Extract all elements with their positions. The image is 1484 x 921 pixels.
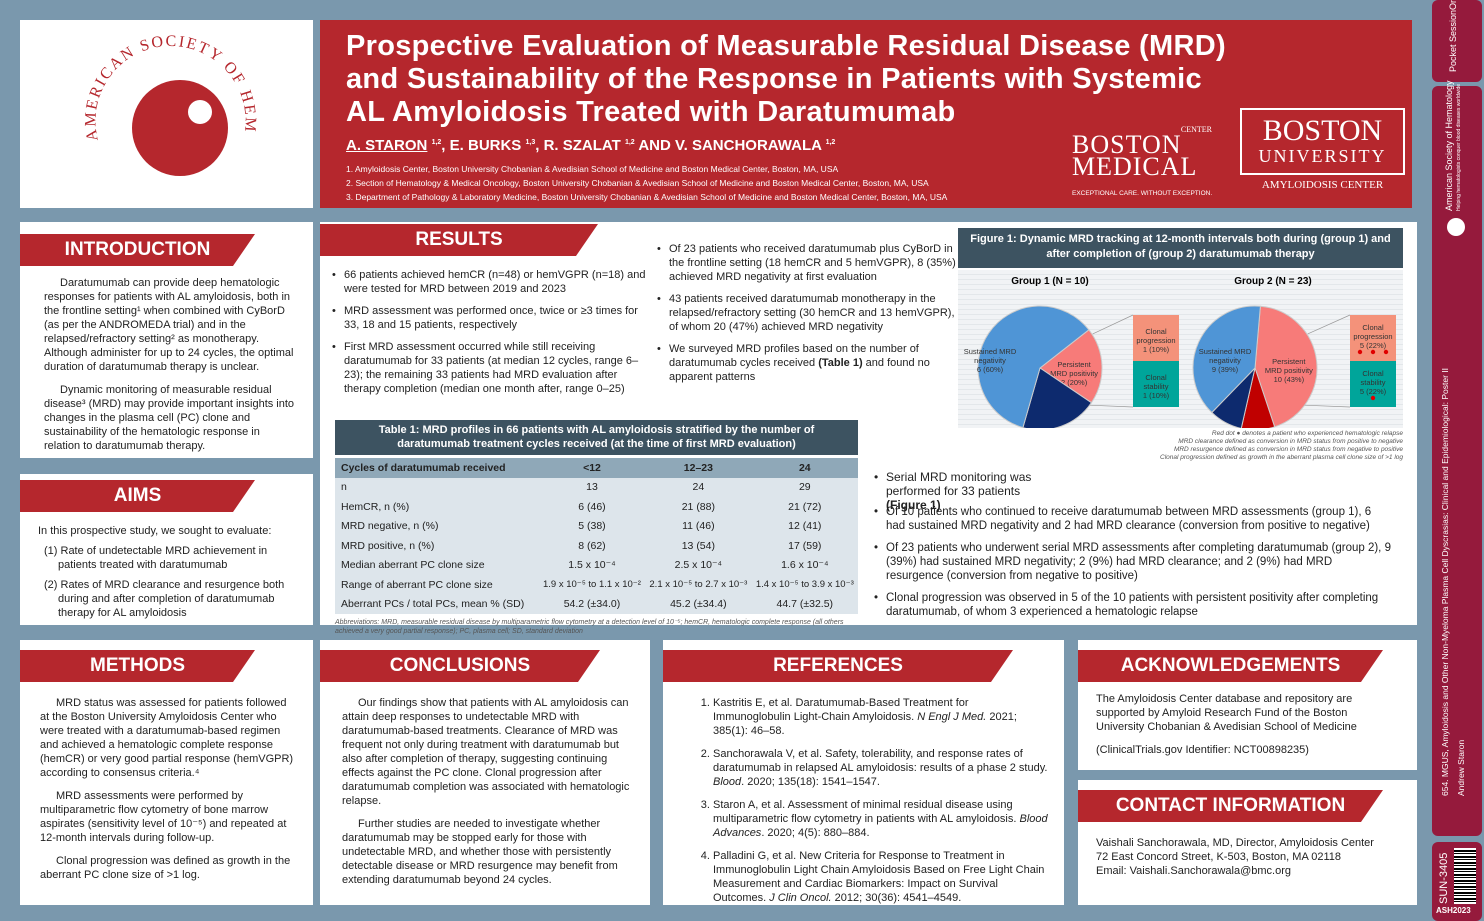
- breakdown-label-clonal-stability: Clonal stability 1 (10%): [1143, 373, 1170, 400]
- results-col2: Of 23 patients who received daratumumab …: [655, 242, 960, 392]
- authors: A. STARON 1,2, E. BURKS 1,3, R. SZALAT 1…: [346, 137, 836, 154]
- ash-logo-panel: AMERICAN SOCIETY OF HEMATOLOGY: [13, 7, 313, 208]
- contact-email[interactable]: Email: Vaishali.Sanchorawala@bmc.org: [1096, 865, 1291, 877]
- pie-label-persistent-mrd-positivity: Persistent MRD positivity 10 (43%): [1265, 357, 1313, 384]
- methods-section: METHODS MRD status was assessed for pati…: [20, 640, 313, 905]
- conclusions-section: CONCLUSIONS Our findings show that patie…: [320, 640, 650, 905]
- mrd-profile-table: Cycles of daratumumab received <12 12–23 24…: [335, 458, 858, 614]
- affiliation: 3. Department of Pathology & Laboratory …: [346, 192, 948, 202]
- relapse-dot: [1357, 349, 1363, 355]
- mrd-pie-charts: Group 1 (N = 10) Persistent MRD positivity…: [958, 270, 1403, 428]
- connector-line: [1307, 314, 1351, 335]
- pie-slice-sustained-mrd-negativity: [1192, 305, 1261, 414]
- methods-heading: METHODS: [20, 650, 255, 682]
- table-row: MRD positive, n (%) 8 (62) 13 (54) 17 (59): [335, 536, 858, 556]
- pie-label-sustained-mrd-negativity: Sustained MRD negativity 9 (39%): [1199, 347, 1252, 374]
- table-row: Range of aberrant PC clone size 1.9 x 10⁻…: [335, 575, 858, 595]
- breakdown-bar-clonal-progression: [1133, 315, 1179, 361]
- table-row: MRD negative, n (%) 5 (38) 11 (46) 12 (41): [335, 516, 858, 536]
- references-heading: REFERENCES: [663, 650, 1013, 682]
- breakdown-label-clonal-progression: Clonal progression 5 (22%): [1353, 323, 1392, 350]
- connector-line: [1089, 404, 1134, 408]
- meeting-label: ASH2023: [1436, 906, 1471, 915]
- session-title: 654. MGUS, Amyloidosis and Other Non-Mye…: [1440, 367, 1450, 796]
- aims-heading: AIMS: [20, 480, 255, 512]
- breakdown-bar-clonal-stability: [1133, 361, 1179, 407]
- table-row: HemCR, n (%) 6 (46) 21 (88) 21 (72): [335, 497, 858, 517]
- contact-section: CONTACT INFORMATION Vaishali Sanchorawal…: [1078, 780, 1417, 905]
- connector-line: [1092, 314, 1134, 335]
- relapse-dot: [1370, 349, 1376, 355]
- pocket-session-online[interactable]: Pocket SessionOnline: [1432, 0, 1482, 82]
- table-1: Table 1: MRD profiles in 66 patients wit…: [335, 420, 858, 636]
- results-bullets: Of 10 patients who continued to receive …: [872, 505, 1392, 627]
- barcode-icon: [1454, 848, 1476, 904]
- ash-logo: AMERICAN SOCIETY OF HEMATOLOGY: [13, 7, 257, 176]
- relapse-dot: [1383, 349, 1389, 355]
- results-heading: RESULTS: [320, 224, 598, 256]
- ash-icon: [1447, 218, 1465, 236]
- table-row: Median aberrant PC clone size 1.5 x 10⁻⁴ 2…: [335, 555, 858, 575]
- acknowledgements-section: ACKNOWLEDGEMENTS The Amyloidosis Center …: [1078, 640, 1417, 770]
- poster-title: Prospective Evaluation of Measurable Res…: [346, 30, 1226, 128]
- references-section: REFERENCES Kastritis E, et al. Daratumum…: [663, 640, 1064, 905]
- pie-title: Group 1 (N = 10): [1011, 276, 1089, 287]
- pie-slice-mrd-clearance: [1022, 367, 1093, 428]
- pie-slice-persistent-mrd-positivity: [1039, 329, 1103, 404]
- results-col1: 66 patients achieved hemCR (n=48) or hem…: [330, 268, 650, 404]
- relapse-dot: [1370, 395, 1376, 401]
- affiliation: 1. Amyloidosis Center, Boston University…: [346, 164, 839, 174]
- pie-title: Group 2 (N = 23): [1234, 276, 1312, 287]
- figure-notes: Red dot ● denotes a patient who experien…: [1160, 430, 1403, 461]
- table-footnote: Abbreviations: MRD, measurable residual …: [335, 619, 844, 635]
- breakdown-label-clonal-stability: Clonal stability 5 (22%): [1360, 369, 1387, 396]
- poster-id: SUN-3405: [1438, 852, 1450, 904]
- introduction-section: INTRODUCTION Daratumumab can provide dee…: [20, 222, 313, 458]
- affiliation: 2. Section of Hematology & Medical Oncol…: [346, 178, 929, 188]
- results-section: RESULTS 66 patients achieved hemCR (n=48…: [320, 222, 1417, 635]
- bu-logo: BOSTON UNIVERSITY AMYLOIDOSIS CENTER: [1240, 108, 1405, 191]
- table-row: Aberrant PCs / total PCs, mean % (SD) 54.…: [335, 594, 858, 614]
- table-title: Table 1: MRD profiles in 66 patients wit…: [335, 420, 858, 455]
- title-banner: Prospective Evaluation of Measurable Res…: [320, 20, 1412, 208]
- contact-heading: CONTACT INFORMATION: [1078, 790, 1383, 822]
- pie-slice-sustained-mrd-negativity: [977, 305, 1090, 428]
- society-name: American Society of Hematology: [1444, 80, 1454, 211]
- pie-label-sustained-mrd-negativity: Sustained MRD negativity 6 (60%): [964, 347, 1017, 374]
- pie-slice-mrd-resurgence: [1240, 366, 1276, 428]
- pie-label-persistent-mrd-positivity: Persistent MRD positivity 2 (20%): [1050, 360, 1098, 387]
- session-strip: Pocket SessionOnline American Society of…: [1432, 0, 1484, 921]
- table-row: n 13 24 29: [335, 477, 858, 497]
- acknowledgements-heading: ACKNOWLEDGEMENTS: [1078, 650, 1383, 682]
- conclusions-heading: CONCLUSIONS: [320, 650, 600, 682]
- aims-section: AIMS In this prospective study, we sough…: [20, 474, 313, 625]
- introduction-heading: INTRODUCTION: [20, 234, 255, 266]
- breakdown-label-clonal-progression: Clonal progression 1 (10%): [1136, 327, 1175, 354]
- bmc-logo: CENTER BOSTON MEDICAL EXCEPTIONAL CARE. …: [1072, 125, 1213, 197]
- figure-title: Figure 1: Dynamic MRD tracking at 12-mon…: [958, 228, 1403, 268]
- figure-1: Figure 1: Dynamic MRD tracking at 12-mon…: [958, 228, 1403, 462]
- table-header-row: Cycles of daratumumab received <12 12–23 24: [335, 458, 858, 478]
- presenter: Andrew Staron: [1456, 739, 1466, 796]
- connector-line: [1304, 404, 1351, 408]
- pie-slice-persistent-mrd-positivity: [1254, 305, 1318, 428]
